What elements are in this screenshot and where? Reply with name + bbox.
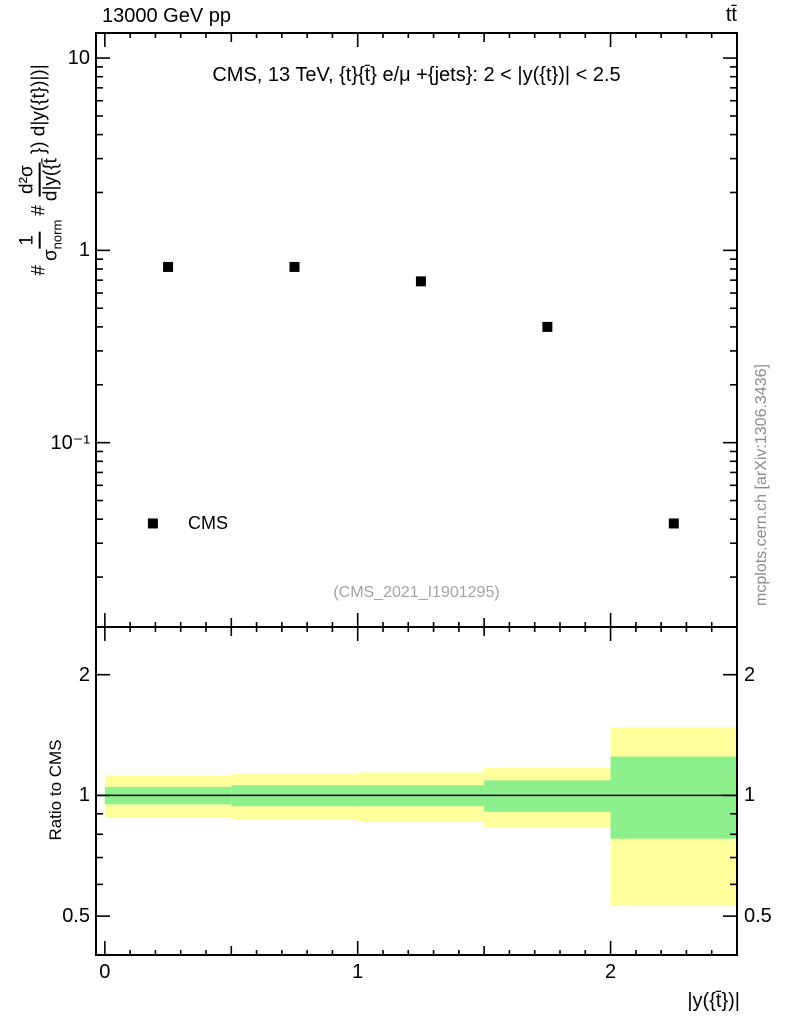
ylabel-frac-norm: 1 σnorm [16,219,65,262]
ylabel-mid: # [28,205,50,216]
sigma-symbol: σ [40,249,62,262]
process-label: tt̄ [725,4,737,26]
legend-marker [147,518,158,529]
frac-numerator: d²σ [17,162,41,197]
ylabel-prefix: # [28,265,50,276]
uncertainty-band-inner [610,756,737,839]
ratio-panel-frame [95,626,738,956]
data-point [289,261,300,272]
mcplots-attribution: mcplots.cern.ch [arXiv:1306.3436] [753,364,770,606]
ylabel-suffix: }) d|y({t})|)| [28,64,50,155]
analysis-id-watermark: (CMS_2021_I1901295) [333,584,500,601]
data-point [668,518,679,529]
data-point [163,261,174,272]
frac-denominator: d|y({t̄ [40,158,62,202]
legend-label: CMS [188,513,228,533]
ylabel-frac-xsec: d²σ d|y({t̄ [17,158,63,201]
frac-numerator: 1 [16,232,41,249]
main-y-axis-label: # 1 σnorm # d²σ d|y({t̄ }) d|y({t})|)| [16,64,65,276]
beam-energy-label: 13000 GeV pp [102,5,231,27]
main-panel-frame [95,32,738,628]
ratio-y-axis-label: Ratio to CMS [46,739,65,841]
plot-title: CMS, 13 TeV, {t}{t̄} e/μ +{jets}: 2 < |y… [212,64,621,86]
x-axis-label: |y({t̄})| [687,990,740,1012]
data-point [415,276,426,287]
frac-denominator: σnorm [40,219,65,262]
data-point [542,321,553,332]
norm-subscript: norm [49,219,65,250]
